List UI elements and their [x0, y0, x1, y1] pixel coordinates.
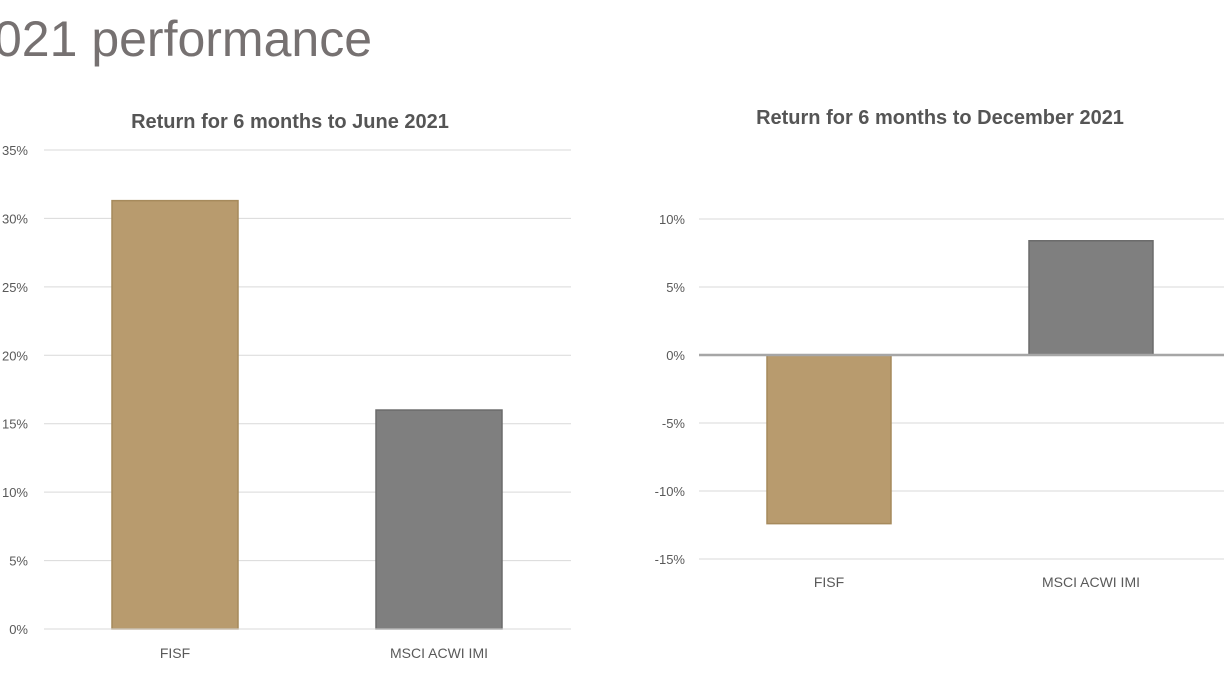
y-tick-label: 10%: [2, 485, 28, 500]
y-tick-label: 25%: [2, 280, 28, 295]
bar-fisf: [766, 354, 892, 525]
x-category-label: FISF: [160, 645, 190, 661]
y-tick-label: 0%: [9, 622, 28, 637]
bar-fisf: [111, 199, 239, 630]
chart-june-2021: Return for 6 months to June 2021 35% 30% 25…: [2, 111, 571, 661]
chart-title: Return for 6 months to December 2021: [756, 107, 1124, 129]
y-tick-label: 5%: [666, 280, 685, 295]
x-category-label: MSCI ACWI IMI: [390, 645, 488, 661]
x-category-label: FISF: [814, 574, 844, 590]
chart-title: Return for 6 months to June 2021: [131, 111, 449, 133]
y-tick-label: 0%: [666, 348, 685, 363]
y-tick-label: 35%: [2, 143, 28, 158]
y-tick-label: 10%: [659, 212, 685, 227]
bar-msci-acwi-imi: [375, 409, 503, 630]
y-tick-label: -5%: [662, 416, 686, 431]
y-tick-label: -10%: [655, 484, 686, 499]
chart-december-2021: Return for 6 months to December 2021 10% 5…: [655, 107, 1224, 590]
y-tick-label: 20%: [2, 348, 28, 363]
y-tick-label: -15%: [655, 552, 686, 567]
bar-msci-acwi-imi: [1028, 240, 1154, 356]
y-tick-label: 15%: [2, 417, 28, 432]
y-tick-label: 5%: [9, 554, 28, 569]
y-tick-label: 30%: [2, 211, 28, 226]
x-category-label: MSCI ACWI IMI: [1042, 574, 1140, 590]
slide-title: 021 performance: [0, 11, 373, 67]
